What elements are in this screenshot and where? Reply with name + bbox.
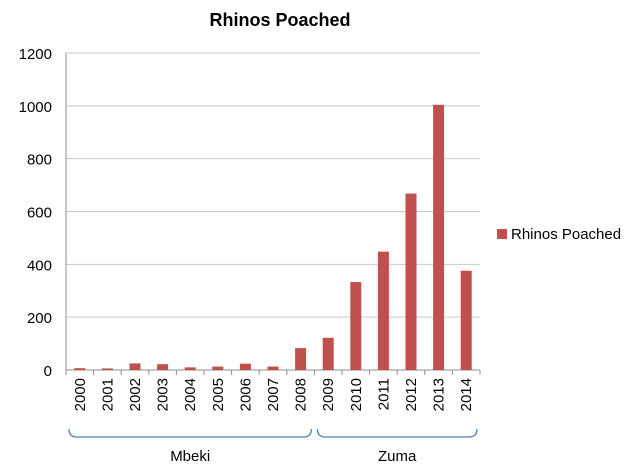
bar — [350, 282, 362, 370]
y-tick-label: 0 — [44, 363, 52, 380]
bar — [460, 270, 472, 370]
group-bracket — [316, 428, 478, 438]
y-tick-label: 200 — [27, 310, 52, 327]
x-tick-label: 2004 — [182, 378, 199, 411]
x-tick-label: 2002 — [127, 378, 144, 411]
x-tick-label: 2006 — [237, 378, 254, 411]
bar — [184, 367, 196, 370]
y-tick-label: 1000 — [19, 99, 52, 116]
bar — [267, 366, 279, 370]
y-tick-label: 400 — [27, 257, 52, 274]
x-tick-label: 2009 — [320, 378, 337, 411]
x-tick-label: 2008 — [293, 378, 310, 411]
x-tick-label: 2010 — [348, 378, 365, 411]
x-tick-label: 2003 — [155, 378, 172, 411]
legend-label: Rhinos Poached — [511, 226, 621, 243]
bar — [295, 348, 307, 370]
bar — [129, 363, 141, 370]
x-tick-label: 2007 — [265, 378, 282, 411]
x-tick-label: 2014 — [458, 378, 475, 411]
chart-title: Rhinos Poached — [209, 10, 351, 30]
x-tick-label: 2005 — [210, 378, 227, 411]
bar — [239, 363, 251, 370]
group-bracket — [68, 428, 313, 438]
x-tick-label: 2011 — [375, 378, 392, 410]
y-tick-label: 600 — [27, 205, 52, 222]
y-tick-label: 1200 — [19, 46, 52, 63]
bar — [377, 251, 389, 370]
bar — [212, 366, 224, 370]
legend-swatch — [497, 229, 507, 239]
x-tick-label: 2012 — [403, 378, 420, 411]
x-tick-label: 2013 — [431, 378, 448, 411]
x-tick-label: 2001 — [99, 378, 116, 411]
group-label: Mbeki — [170, 448, 210, 465]
bar — [433, 104, 445, 370]
x-tick-label: 2000 — [72, 378, 89, 411]
bar — [405, 193, 417, 370]
group-label: Zuma — [378, 448, 417, 465]
y-tick-label: 800 — [27, 152, 52, 169]
bar — [74, 368, 86, 370]
bar — [322, 337, 334, 370]
bar — [101, 368, 113, 370]
bar — [157, 364, 169, 370]
